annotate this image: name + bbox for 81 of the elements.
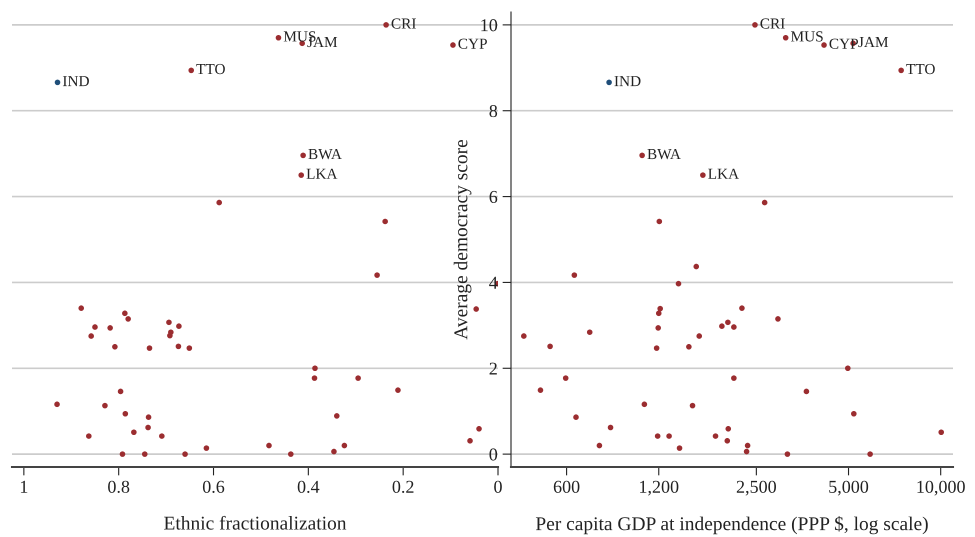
point xyxy=(142,451,148,457)
annotation: TTO xyxy=(906,64,935,74)
point xyxy=(145,424,151,430)
point xyxy=(288,451,294,457)
y-tick-label: 10 xyxy=(481,19,498,32)
x-tick-label: 0.4 xyxy=(298,480,320,493)
annotation: LKA xyxy=(708,168,740,179)
point xyxy=(395,387,401,393)
point xyxy=(355,375,361,381)
point xyxy=(331,448,337,454)
point xyxy=(188,68,194,74)
point xyxy=(382,218,388,224)
x-tick-label: 1 xyxy=(20,480,28,493)
y-tick-label: 0 xyxy=(489,448,498,461)
point xyxy=(120,451,126,457)
annotation: CRI xyxy=(392,18,416,29)
y-tick-label: 4 xyxy=(489,276,498,289)
point xyxy=(131,429,137,436)
point xyxy=(204,445,210,451)
point xyxy=(118,388,124,394)
y-tick-label: 6 xyxy=(490,190,498,204)
x-tick-label: 0.6 xyxy=(202,480,224,493)
annotation: MUS xyxy=(790,31,823,42)
annotation: CRI xyxy=(760,18,785,29)
x-tick-label: 0.8 xyxy=(108,480,130,493)
point xyxy=(334,413,340,419)
x-tick-label: 10,000 xyxy=(917,480,965,496)
annotation: IND xyxy=(614,76,640,86)
point xyxy=(342,442,348,448)
annotation: TTO xyxy=(196,64,225,74)
y-axis-title: Average democracy score xyxy=(454,140,472,340)
x-tick-label: 5,000 xyxy=(829,480,868,496)
point xyxy=(473,306,479,312)
point xyxy=(182,451,188,457)
point xyxy=(276,34,282,41)
point xyxy=(312,375,318,381)
y-tick-label: 2 xyxy=(490,362,497,375)
point xyxy=(166,320,172,326)
annotation: BWA xyxy=(308,148,342,160)
annotation: IND xyxy=(62,76,89,86)
point xyxy=(383,22,389,28)
point xyxy=(102,402,108,408)
y-tick-label: 8 xyxy=(489,104,498,118)
x-tick-label: 0.2 xyxy=(392,480,414,493)
point xyxy=(122,310,128,316)
point xyxy=(54,80,60,86)
point xyxy=(300,152,306,158)
point xyxy=(176,344,182,350)
point xyxy=(374,272,380,278)
point xyxy=(176,323,182,329)
annotation: BWA xyxy=(647,148,681,160)
x-tick-label: 1,200 xyxy=(640,480,678,496)
point xyxy=(78,305,84,311)
point xyxy=(122,410,128,417)
x-tick-label: 600 xyxy=(554,480,580,493)
x-tick-label: 2,500 xyxy=(736,480,776,496)
annotation: LKA xyxy=(306,168,338,179)
point xyxy=(167,332,173,338)
point xyxy=(216,200,222,206)
point xyxy=(125,316,131,322)
annotation: JAM xyxy=(858,36,888,48)
annotation: CYP xyxy=(458,38,487,49)
point xyxy=(298,172,304,178)
point xyxy=(54,402,60,408)
point xyxy=(476,426,482,432)
point xyxy=(159,433,165,439)
point xyxy=(146,345,152,351)
x-axis-title: Per capita GDP at independence (PPP $, log scale) xyxy=(536,516,928,534)
point xyxy=(467,438,473,444)
point xyxy=(86,433,92,439)
annotation: CYP xyxy=(830,38,858,49)
point xyxy=(146,414,152,420)
point xyxy=(186,345,192,351)
point xyxy=(88,333,94,339)
point xyxy=(92,324,98,330)
point xyxy=(312,365,318,372)
point xyxy=(112,344,118,350)
point xyxy=(450,42,456,48)
x-axis-title: Ethnic fractionalization xyxy=(164,516,346,530)
point xyxy=(107,325,113,331)
point xyxy=(266,442,272,448)
